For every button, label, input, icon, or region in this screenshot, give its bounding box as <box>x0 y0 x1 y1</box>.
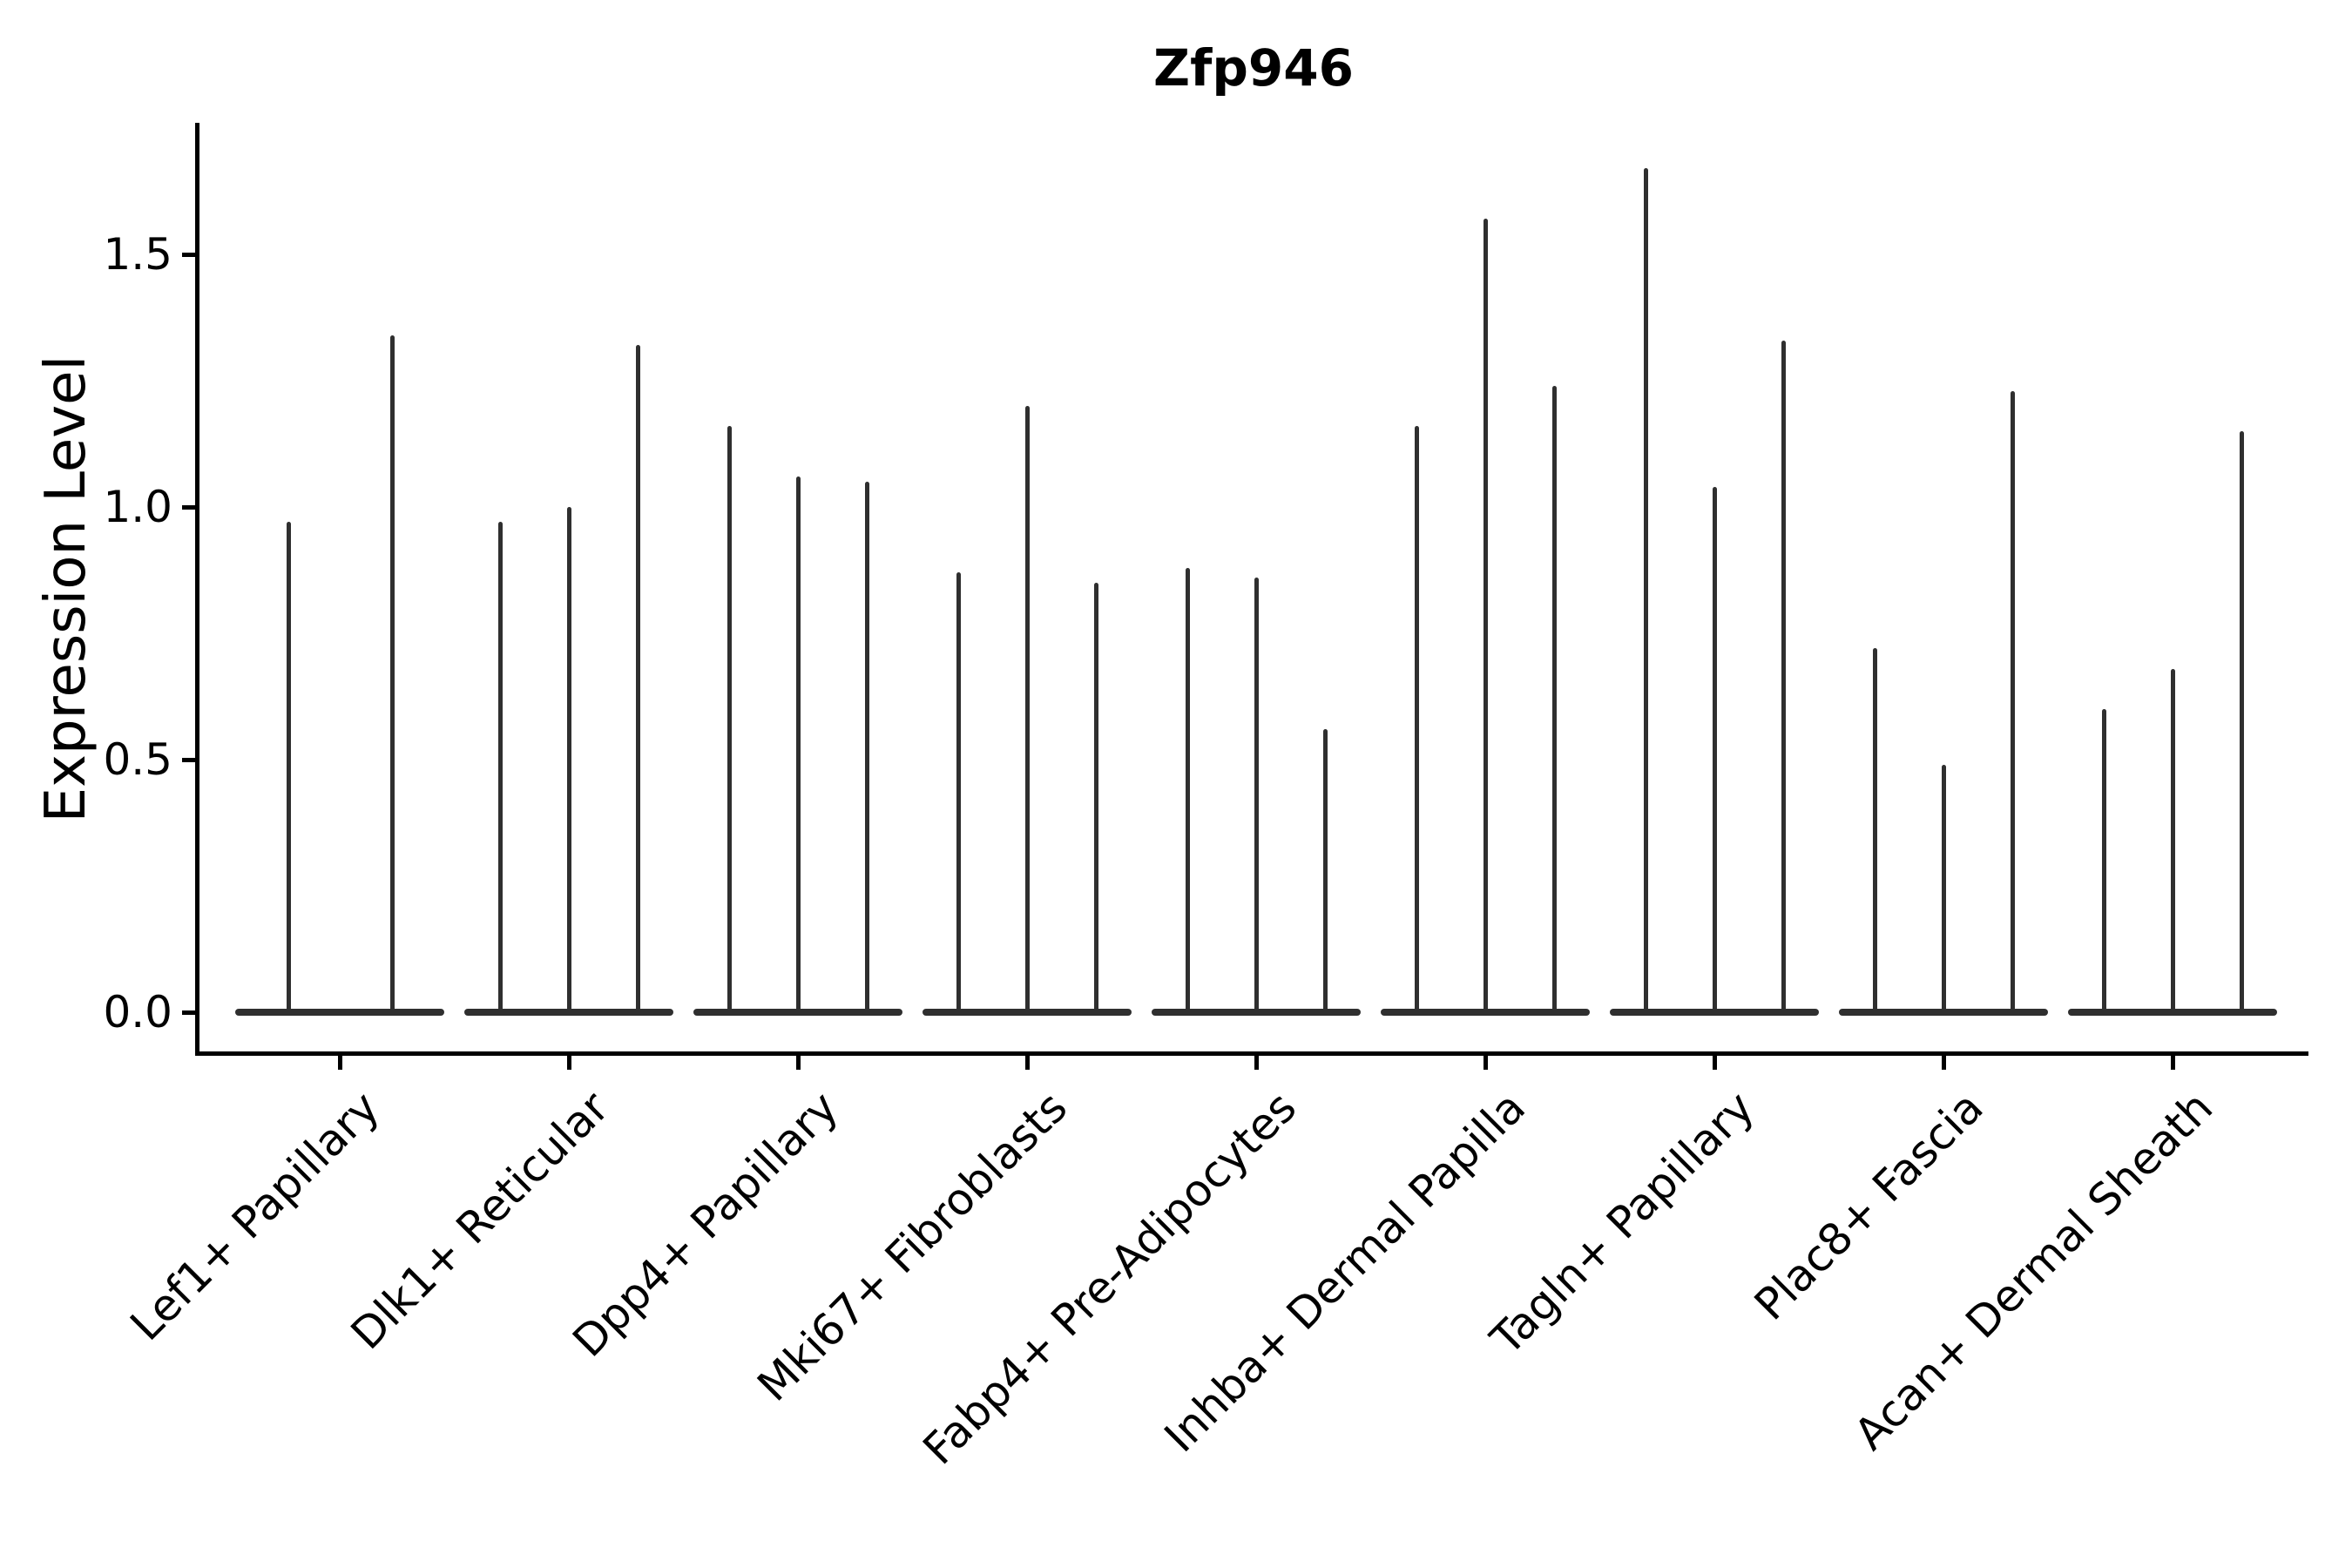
y-tick-mark <box>182 757 195 762</box>
violin-spike <box>1024 406 1030 1010</box>
x-tick-label: Plac8+ Fascia <box>1745 1082 1994 1330</box>
violin-spike <box>956 572 961 1010</box>
violin-spike <box>1781 340 1786 1010</box>
violin-baseline <box>693 1009 902 1016</box>
violin-spike <box>2101 709 2106 1010</box>
violin-spike <box>635 345 640 1010</box>
violin-spike <box>286 522 291 1010</box>
violin-baseline <box>1381 1009 1590 1016</box>
violin-spike <box>1941 764 1946 1010</box>
x-axis-spine <box>195 1051 2308 1056</box>
y-tick-label: 0.5 <box>103 734 172 785</box>
violin-spike <box>2010 390 2015 1010</box>
x-tick-mark <box>2170 1056 2175 1070</box>
violin-spike <box>795 476 801 1010</box>
x-tick-label: Fabp4+ Pre-Adipocytes <box>913 1082 1307 1475</box>
violin-spike <box>566 507 571 1010</box>
violin-spike <box>2239 431 2244 1010</box>
y-tick-mark <box>182 252 195 257</box>
x-tick-label: Lef1+ Papillary <box>120 1082 390 1351</box>
violin-spike <box>1643 168 1648 1010</box>
violin-baseline <box>1610 1009 1819 1016</box>
violin-spike <box>727 426 732 1010</box>
y-axis-spine <box>195 123 199 1056</box>
violin-baseline <box>1152 1009 1361 1016</box>
x-tick-mark <box>1941 1056 1946 1070</box>
violin-spike <box>1322 729 1328 1010</box>
x-tick-mark <box>1712 1056 1717 1070</box>
violin-spike <box>1483 219 1488 1010</box>
x-tick-mark <box>337 1056 342 1070</box>
x-tick-mark <box>795 1056 801 1070</box>
violin-baseline <box>464 1009 673 1016</box>
y-tick-label: 0.0 <box>103 987 172 1037</box>
y-tick-label: 1.5 <box>103 229 172 280</box>
violin-baseline <box>1839 1009 2048 1016</box>
violin-baseline <box>2068 1009 2277 1016</box>
violin-spike <box>1093 583 1098 1010</box>
violin-spike <box>2170 668 2175 1010</box>
violin-spike <box>497 522 503 1010</box>
chart-title: Zfp946 <box>1153 38 1354 98</box>
x-tick-mark <box>566 1056 571 1070</box>
y-tick-mark <box>182 1010 195 1015</box>
violin-spike <box>864 482 869 1010</box>
violin-baseline <box>923 1009 1132 1016</box>
x-tick-mark <box>1483 1056 1488 1070</box>
y-axis-label: Expression Level <box>34 355 98 823</box>
x-tick-mark <box>1024 1056 1030 1070</box>
violin-spike <box>1712 486 1717 1010</box>
y-tick-label: 1.0 <box>103 482 172 532</box>
violin-spike <box>1872 648 1877 1010</box>
x-tick-mark <box>1254 1056 1259 1070</box>
violin-baseline <box>235 1009 444 1016</box>
violin-spike <box>1414 426 1419 1010</box>
violin-spike <box>1551 385 1557 1010</box>
violin-spike <box>1254 578 1259 1010</box>
violin-spike <box>389 335 395 1010</box>
y-tick-mark <box>182 504 195 510</box>
violin-spike <box>1185 567 1190 1010</box>
